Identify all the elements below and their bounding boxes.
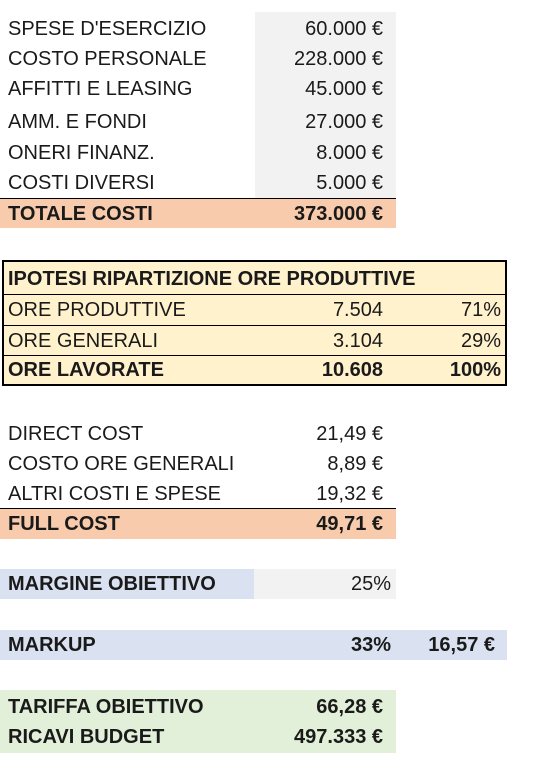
tariff-value: 66,28 € — [316, 696, 383, 718]
cost-value: 45.000 € — [305, 78, 383, 100]
hours-value: 7.504 — [332, 299, 383, 321]
full-cost-row: FULL COST 49,71 € — [0, 509, 533, 539]
cost-row: COSTI DIVERSI 5.000 € — [0, 168, 533, 198]
cost-label: AMM. E FONDI — [8, 111, 147, 133]
hours-title: IPOTESI RIPARTIZIONE ORE PRODUTTIVE — [8, 268, 416, 290]
hours-total-divider — [4, 355, 505, 356]
costs-value-column-bg — [255, 12, 396, 198]
tariff-label: TARIFFA OBIETTIVO — [8, 696, 204, 718]
markup-percent: 33% — [350, 634, 391, 656]
unit-cost-row: COSTO ORE GENERALI 8,89 € — [0, 449, 533, 479]
margin-row: MARGINE OBIETTIVO 25% — [0, 569, 533, 599]
hours-total-row: ORE LAVORATE 10.608 100% — [0, 355, 533, 385]
hours-box — [2, 260, 507, 386]
full-cost-label: FULL COST — [8, 513, 120, 535]
full-cost-value: 49,71 € — [316, 513, 383, 535]
cost-value: 27.000 € — [305, 111, 383, 133]
total-costs-value: 373.000 € — [294, 203, 383, 225]
tariff-row: TARIFFA OBIETTIVO 66,28 € — [0, 692, 533, 722]
hours-title-row: IPOTESI RIPARTIZIONE ORE PRODUTTIVE — [0, 264, 533, 294]
cost-row: COSTO PERSONALE 228.000 € — [0, 44, 533, 74]
hours-row: ORE GENERALI 3.104 29% — [0, 326, 533, 356]
cost-value: 5.000 € — [316, 172, 383, 194]
hours-percent: 29% — [460, 330, 501, 352]
cost-value: 228.000 € — [294, 48, 383, 70]
margin-value: 25% — [350, 573, 391, 595]
margin-value-bg — [254, 569, 396, 599]
cost-row: AFFITTI E LEASING 45.000 € — [0, 74, 533, 104]
hours-total-label: ORE LAVORATE — [8, 359, 164, 381]
total-costs-top-border — [0, 198, 396, 199]
cost-label: COSTO PERSONALE — [8, 48, 207, 70]
unit-cost-row: DIRECT COST 21,49 € — [0, 419, 533, 449]
unit-cost-label: COSTO ORE GENERALI — [8, 453, 235, 475]
total-costs-label: TOTALE COSTI — [8, 203, 153, 225]
total-costs-row: TOTALE COSTI 373.000 € — [0, 199, 533, 229]
markup-bg — [0, 630, 507, 660]
hours-title-underline — [4, 294, 505, 295]
hours-total-percent: 100% — [449, 359, 501, 381]
unit-cost-row: ALTRI COSTI E SPESE 19,32 € — [0, 479, 533, 509]
cost-row: ONERI FINANZ. 8.000 € — [0, 138, 533, 168]
cost-row: AMM. E FONDI 27.000 € — [0, 107, 533, 137]
full-cost-top-border — [0, 508, 396, 509]
revenue-label: RICAVI BUDGET — [8, 726, 165, 748]
hours-label: ORE GENERALI — [8, 330, 159, 352]
hours-value: 3.104 — [332, 330, 383, 352]
total-costs-bg — [0, 199, 396, 228]
margin-label-bg — [0, 569, 254, 599]
cost-value: 8.000 € — [316, 142, 383, 164]
target-bg — [0, 690, 396, 753]
full-cost-bg — [0, 509, 396, 539]
markup-label: MARKUP — [8, 634, 96, 656]
revenue-value: 497.333 € — [294, 726, 383, 748]
cost-value: 60.000 € — [305, 18, 383, 40]
margin-label: MARGINE OBIETTIVO — [8, 573, 216, 595]
hours-row-divider — [4, 325, 505, 326]
unit-cost-value: 21,49 € — [316, 423, 383, 445]
hours-percent: 71% — [460, 299, 501, 321]
cost-row: SPESE D'ESERCIZIO 60.000 € — [0, 14, 533, 44]
unit-cost-label: DIRECT COST — [8, 423, 144, 445]
markup-row: MARKUP 33% 16,57 € — [0, 630, 533, 660]
hours-total-value: 10.608 — [321, 359, 383, 381]
cost-label: ONERI FINANZ. — [8, 142, 155, 164]
hours-label: ORE PRODUTTIVE — [8, 299, 186, 321]
unit-cost-value: 19,32 € — [316, 483, 383, 505]
unit-cost-value: 8,89 € — [327, 453, 383, 475]
cost-label: SPESE D'ESERCIZIO — [8, 18, 207, 40]
revenue-row: RICAVI BUDGET 497.333 € — [0, 722, 533, 752]
hours-row: ORE PRODUTTIVE 7.504 71% — [0, 295, 533, 325]
unit-cost-label: ALTRI COSTI E SPESE — [8, 483, 222, 505]
cost-label: COSTI DIVERSI — [8, 172, 155, 194]
cost-label: AFFITTI E LEASING — [8, 78, 193, 100]
markup-value: 16,57 € — [428, 634, 495, 656]
